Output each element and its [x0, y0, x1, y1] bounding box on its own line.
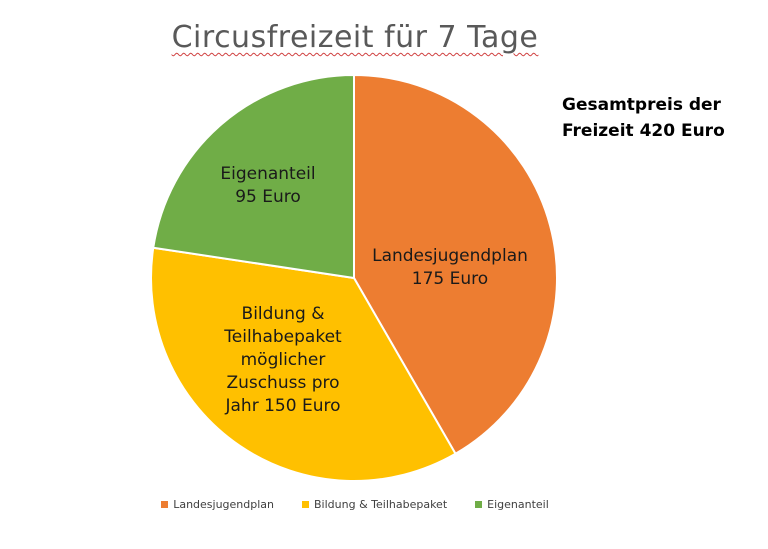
slice-label-line: 175 Euro [412, 269, 488, 289]
legend-swatch [475, 501, 483, 508]
total-price-annotation: Gesamtpreis der Freizeit 420 Euro [562, 92, 725, 144]
legend-item: Bildung & Teilhabepaket [302, 498, 447, 511]
slice-label-line: Landesjugendplan [372, 246, 528, 266]
legend: Landesjugendplan Bildung & Teilhabepaket E… [0, 498, 710, 511]
slice-label-line: Eigenanteil [220, 164, 315, 184]
chart-title: Circusfreizeit für 7 Tage [0, 20, 710, 55]
chart-title-text: Circusfreizeit für 7 Tage [171, 20, 539, 55]
legend-label: Eigenanteil [487, 498, 549, 511]
slice-label-line: Jahr 150 Euro [225, 396, 341, 416]
slice-label-landesjugendplan: Landesjugendplan 175 Euro [372, 246, 528, 289]
annotation-line-1: Gesamtpreis der [562, 95, 721, 115]
legend-item: Landesjugendplan [161, 498, 274, 511]
slice-label-eigenanteil: Eigenanteil 95 Euro [220, 164, 315, 207]
legend-swatch [161, 501, 169, 508]
slice-label-line: 95 Euro [235, 187, 301, 207]
legend-item: Eigenanteil [475, 498, 549, 511]
slice-label-line: Zuschuss pro [226, 373, 339, 393]
legend-label: Landesjugendplan [173, 498, 275, 511]
slice-label-line: Teilhabepaket [223, 327, 342, 347]
pie-slice-eigenanteil [152, 73, 355, 280]
pie-slice-landesjugendplan [353, 73, 558, 456]
legend-label: Bildung & Teilhabepaket [314, 498, 448, 511]
slice-label-line: Bildung & [242, 304, 325, 324]
slice-label-line: möglicher [241, 350, 326, 370]
slice-label-bildung-teilhabepaket: Bildung & Teilhabepaket möglicher Zuschuss … [223, 304, 342, 416]
legend-swatch [302, 501, 310, 508]
annotation-line-2: Freizeit 420 Euro [562, 121, 725, 141]
pie-slice-bildung-teilhabepaket [150, 246, 457, 482]
